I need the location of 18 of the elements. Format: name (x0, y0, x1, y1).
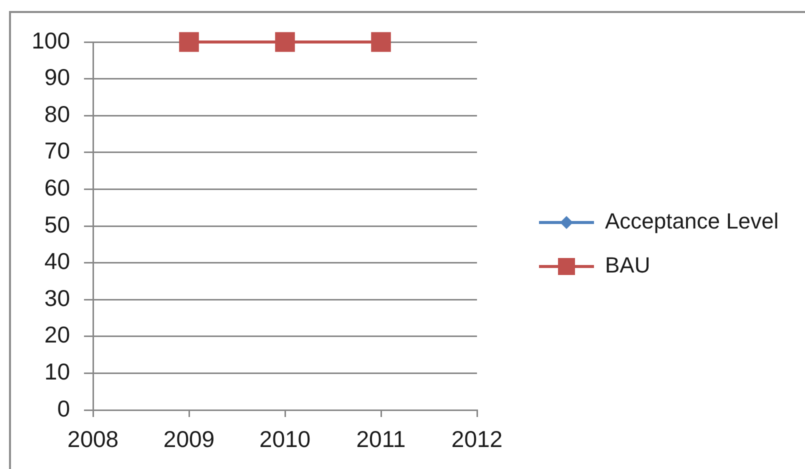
y-tick-label: 40 (44, 248, 70, 274)
y-tick-label: 50 (44, 211, 70, 238)
x-tick-label: 2010 (259, 426, 311, 452)
x-tick-label: 2011 (356, 426, 406, 452)
y-tick-label: 70 (44, 138, 70, 164)
y-tick-label: 10 (44, 358, 70, 385)
y-tick-label: 30 (44, 284, 70, 311)
y-tick-label: 80 (44, 100, 70, 127)
y-tick-label: 60 (44, 174, 70, 201)
legend-label: BAU (605, 252, 650, 278)
x-tick-label: 2009 (163, 426, 215, 452)
x-tick-label: 2008 (67, 426, 119, 452)
x-tick-label: 2012 (451, 426, 503, 452)
y-tick-label: 0 (57, 395, 70, 422)
y-tick-label: 20 (44, 322, 70, 348)
legend-label: Acceptance Level (605, 208, 779, 234)
y-tick-label: 90 (44, 64, 70, 90)
y-tick-label: 100 (32, 27, 70, 54)
